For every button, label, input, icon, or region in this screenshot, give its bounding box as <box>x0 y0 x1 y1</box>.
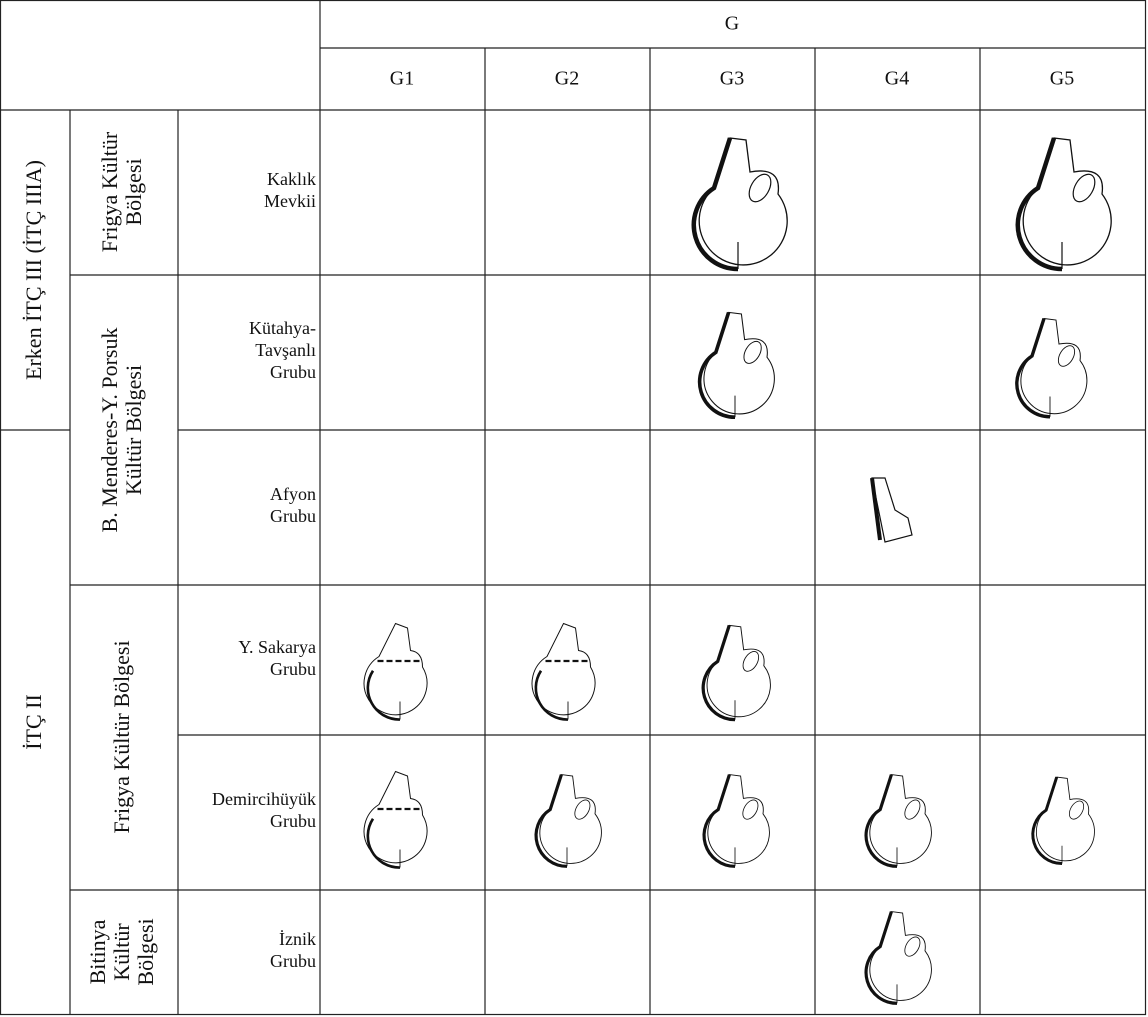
site-label: İznik <box>279 929 316 949</box>
site-label: Y. Sakarya <box>238 637 316 657</box>
site-label: Kaklık <box>267 169 316 189</box>
column-header: G2 <box>555 68 579 90</box>
period-label: İTÇ II <box>21 694 46 750</box>
column-header: G3 <box>720 68 744 90</box>
region-label: Kültür <box>109 923 134 981</box>
site-label: Kütahya- <box>249 318 316 338</box>
site-label: Afyon <box>270 484 316 504</box>
site-label: Grubu <box>270 951 316 971</box>
region-label: B. Menderes-Y. Porsuk <box>97 328 122 533</box>
site-label: Tavşanlı <box>255 340 316 360</box>
column-header: G4 <box>885 68 909 90</box>
period-label: Erken İTÇ III (İTÇ IIIA) <box>21 160 46 380</box>
vessel-drawings <box>362 138 1111 1005</box>
column-header: G5 <box>1050 68 1074 90</box>
site-label: Grubu <box>270 811 316 831</box>
region-label: Bölgesi <box>121 158 146 225</box>
site-label: Grubu <box>270 506 316 526</box>
region-label: Bölgesi <box>133 918 158 985</box>
region-label: Kültür Bölgesi <box>121 365 146 495</box>
region-label: Bitinya <box>85 919 110 984</box>
site-label: Grubu <box>270 362 316 382</box>
site-label: Grubu <box>270 659 316 679</box>
site-label: Mevkii <box>264 191 316 211</box>
column-header: G1 <box>390 68 414 90</box>
site-label: Demircihüyük <box>212 789 316 809</box>
group-header: G <box>725 13 739 35</box>
region-label: Frigya Kültür Bölgesi <box>109 640 134 833</box>
region-label: Frigya Kültür <box>97 131 122 252</box>
